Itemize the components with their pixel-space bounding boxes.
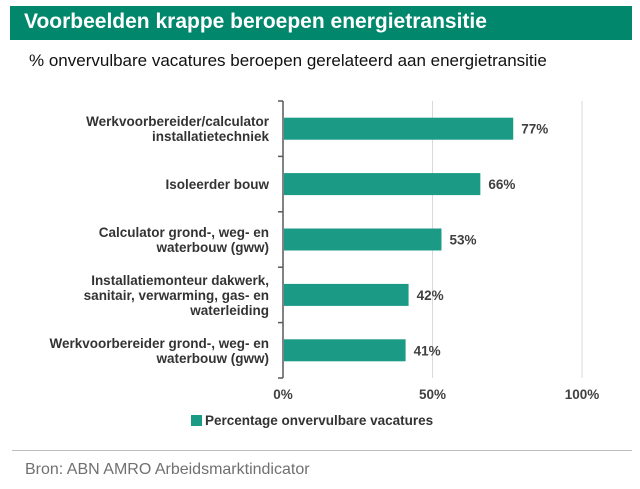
x-tick-label: 50% — [419, 387, 446, 402]
category-label-line: waterbouw (gww) — [156, 240, 270, 255]
data-label: 66% — [488, 177, 515, 192]
data-label: 42% — [417, 288, 444, 303]
legend-label: Percentage onvervulbare vacatures — [205, 413, 434, 428]
category-label: Isoleerder bouw — [165, 177, 269, 192]
x-tick-label: 0% — [273, 387, 293, 402]
category-label: Installatiemonteur dakwerk, sanitair, ver… — [84, 273, 269, 318]
category-label-line: Installatiemonteur dakwerk, — [91, 273, 269, 288]
category-label-line: waterleiding — [189, 303, 269, 318]
category-label: Calculator grond-, weg- en waterbouw (gww… — [99, 225, 269, 255]
category-label: Werkvoorbereider grond-, weg- en waterbou… — [49, 336, 269, 366]
bar — [284, 117, 514, 140]
x-tick-label: 100% — [565, 387, 600, 402]
data-label: 77% — [521, 122, 548, 137]
legend-swatch — [191, 415, 202, 426]
category-label: Werkvoorbereider/calculator installatiete… — [86, 114, 270, 144]
page-title: Voorbeelden krappe beroepen energietrans… — [24, 10, 487, 33]
chart-subtitle: % onvervulbare vacatures beroepen gerela… — [29, 51, 547, 70]
bar — [284, 228, 442, 251]
category-label-line: installatietechniek — [152, 129, 270, 144]
footer-divider — [12, 450, 632, 451]
title-bar: Voorbeelden krappe beroepen energietrans… — [10, 6, 632, 40]
legend: Percentage onvervulbare vacatures — [191, 413, 433, 428]
data-label: 41% — [414, 343, 441, 358]
data-label: 53% — [449, 233, 476, 248]
bar — [284, 283, 409, 306]
category-label-line: Calculator grond-, weg- en — [99, 225, 269, 240]
category-label-line: Werkvoorbereider grond-, weg- en — [49, 336, 269, 351]
category-label-line: sanitair, verwarming, gas- en — [84, 288, 269, 303]
category-label-line: Isoleerder bouw — [165, 177, 269, 192]
category-label-line: waterbouw (gww) — [156, 351, 270, 366]
bar — [284, 339, 406, 362]
category-label-line: Werkvoorbereider/calculator — [86, 114, 270, 129]
bar — [284, 173, 481, 196]
source-note: Bron: ABN AMRO Arbeidsmarktindicator — [25, 461, 310, 478]
